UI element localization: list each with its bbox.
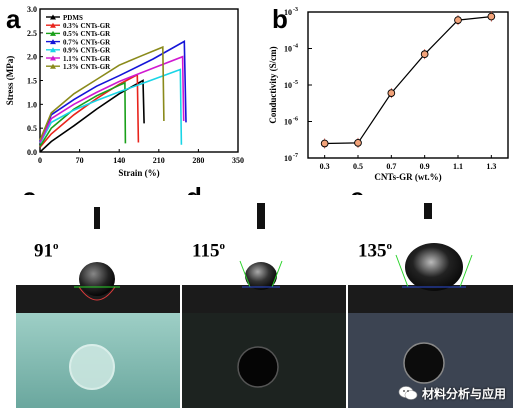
contact-angle-photo-d (182, 195, 346, 408)
legend-marker-5 (50, 55, 56, 61)
data-point (320, 139, 329, 148)
legend-marker-3 (50, 39, 56, 45)
x-tick-label: 0.9 (420, 162, 430, 171)
legend-label-6: 1.3% CNTs-GR (63, 63, 111, 71)
chart-b: 0.3 0.5 0.7 0.9 1.1 1.310-710-610-510-410 -3CN… (268, 7, 509, 182)
y-tick-label: 3.0 (27, 5, 37, 14)
y-tick-label: 10 (284, 81, 292, 90)
needle (257, 203, 265, 229)
data-point (387, 89, 396, 97)
x-tick-label: 0.7 (386, 162, 396, 171)
legend-marker-0 (50, 14, 56, 20)
needle (424, 203, 432, 219)
x-tick-label: 0.5 (353, 162, 363, 171)
y-tick-label: 2.0 (27, 53, 37, 62)
y-tick-exponent: -4 (293, 44, 298, 50)
y-tick-label: 10 (284, 45, 292, 54)
series-line-6 (39, 45, 165, 141)
chart-a: 0 70 140 210 280 350 0.0 0.5 1.0 1.5 2.0 2.5 3.0 Stra… (5, 5, 244, 178)
x-tick-label: 1.1 (453, 162, 463, 171)
legend-label-3: 0.7% CNTs-GR (63, 38, 111, 46)
legend-marker-2 (50, 30, 56, 36)
plot-frame (307, 11, 509, 159)
needle (94, 207, 100, 229)
legend-label-1: 0.3% CNTs-GR (63, 22, 111, 30)
contact-angle-e: 135o (358, 240, 392, 262)
series-line-3 (39, 40, 187, 142)
x-tick-label: 140 (113, 156, 125, 165)
panel-label-b: b (272, 4, 288, 34)
x-tick-label: 1.3 (486, 162, 496, 171)
legend-label-4: 0.9% CNTs-GR (63, 47, 111, 55)
x-axis-label: Strain (%) (118, 168, 159, 178)
y-axis-label: Stress (MPa) (5, 56, 15, 106)
y-tick-label: 0.0 (27, 148, 37, 157)
series-line-4 (39, 68, 183, 145)
data-point (354, 139, 362, 147)
y-tick-label: 1.0 (27, 100, 37, 109)
legend-label-0: PDMS (63, 14, 83, 22)
droplet (79, 262, 115, 296)
x-tick-label: 70 (76, 156, 84, 165)
conductivity-line (324, 16, 492, 145)
y-tick-exponent: -5 (293, 80, 298, 86)
contact-angle-photo-c (16, 195, 180, 408)
panel-label-a: a (6, 4, 21, 34)
legend-marker-1 (50, 22, 56, 28)
series-line-2 (39, 81, 127, 147)
wechat-icon (398, 386, 418, 400)
y-tick-label: 1.5 (27, 77, 37, 86)
x-tick-label: 350 (232, 156, 244, 165)
y-tick-exponent: -6 (293, 117, 298, 123)
y-tick-label: 10 (284, 118, 292, 127)
x-tick-label: 0.3 (320, 162, 330, 171)
legend-label-5: 1.1% CNTs-GR (63, 55, 111, 63)
droplet (405, 243, 463, 291)
legend-marker-6 (50, 63, 56, 69)
legend-marker-4 (50, 47, 56, 53)
y-tick-label: 10 (284, 8, 292, 17)
y-tick-exponent: -7 (293, 153, 298, 159)
y-axis-label: Conductivity (S/cm) (268, 46, 278, 123)
droplet-top-view (403, 342, 445, 384)
data-point (420, 50, 429, 59)
y-tick-label: 10 (284, 154, 292, 163)
contact-angle-photo-e (348, 195, 513, 408)
droplet-top-view (237, 346, 279, 388)
x-tick-label: 210 (153, 156, 165, 165)
x-tick-label: 0 (38, 156, 42, 165)
watermark-text: 材料分析与应用 (422, 386, 507, 401)
contact-angle-d: 115o (192, 240, 225, 262)
series-line-0 (39, 79, 145, 153)
droplet-top-view (69, 344, 115, 390)
y-tick-label: 0.5 (27, 124, 37, 133)
contact-angle-c: 91o (34, 240, 59, 262)
data-point (454, 16, 462, 24)
y-tick-label: 2.5 (27, 29, 37, 38)
y-tick-exponent: -3 (293, 7, 298, 13)
x-axis-label: CNTs-GR (wt.%) (374, 172, 441, 182)
watermark: 材料分析与应用 (398, 382, 510, 404)
data-point (487, 12, 496, 21)
series-line-5 (39, 55, 185, 143)
droplet (245, 262, 277, 290)
legend-label-2: 0.5% CNTs-GR (63, 30, 111, 38)
x-tick-label: 280 (192, 156, 204, 165)
